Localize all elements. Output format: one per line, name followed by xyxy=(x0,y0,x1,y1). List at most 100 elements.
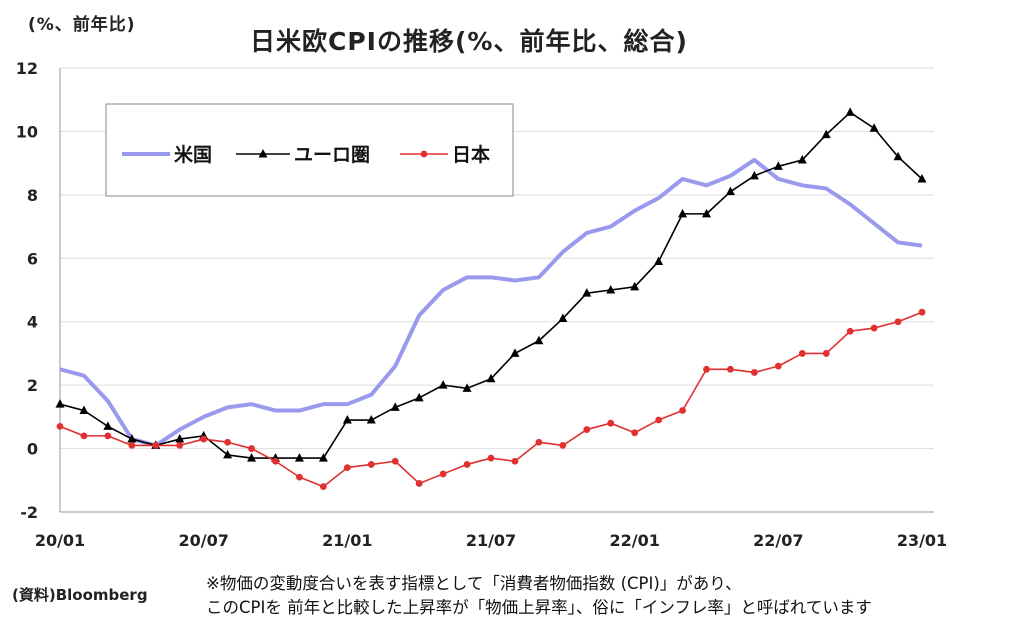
data-point xyxy=(893,151,903,161)
data-point xyxy=(679,407,686,414)
y-tick-label: 0 xyxy=(27,440,38,459)
y-tick-label: 4 xyxy=(27,313,38,332)
legend-box xyxy=(105,103,514,197)
data-point xyxy=(559,442,567,449)
data-point xyxy=(511,457,519,465)
data-point xyxy=(462,383,472,392)
data-point xyxy=(822,350,830,357)
data-point xyxy=(607,419,615,427)
data-point xyxy=(176,442,184,449)
y-tick-label: 12 xyxy=(16,59,38,78)
x-tick-label: 20/01 xyxy=(35,531,85,550)
data-point xyxy=(200,435,208,443)
legend-label: 日本 xyxy=(452,143,490,166)
data-point xyxy=(247,453,257,462)
data-point xyxy=(583,426,591,433)
data-point xyxy=(80,432,88,440)
y-tick-label: 2 xyxy=(27,376,38,395)
data-point xyxy=(558,313,568,323)
data-point xyxy=(773,161,783,170)
data-point xyxy=(798,350,806,357)
y-tick-label: 10 xyxy=(16,122,38,141)
footnote-line-2: このCPIを 前年と比較した上昇率が「物価上昇率」、俗に「インフレ率」と呼ばれて… xyxy=(206,598,872,617)
data-point xyxy=(487,454,495,462)
data-point xyxy=(727,365,734,373)
data-point xyxy=(103,421,113,430)
data-point xyxy=(104,432,112,440)
data-point xyxy=(918,308,926,316)
data-point xyxy=(534,335,544,345)
data-point xyxy=(725,186,735,196)
data-point xyxy=(630,281,640,291)
data-point xyxy=(414,392,424,402)
legend-marker xyxy=(420,150,428,158)
series-line xyxy=(59,157,923,448)
data-point xyxy=(224,438,232,446)
data-point xyxy=(438,380,448,389)
data-point xyxy=(655,416,663,424)
legend-label: 米国 xyxy=(174,143,212,166)
data-point xyxy=(535,438,543,446)
data-point xyxy=(79,405,89,415)
data-point xyxy=(272,457,279,465)
footnote-line-1: ※物価の変動度合いを表す指標として「消費者物価指数 (CPI)」があり、 xyxy=(206,574,742,593)
source-label: (資料)Bloomberg xyxy=(12,586,148,604)
data-point xyxy=(223,449,233,459)
legend-label: ユーロ圏 xyxy=(294,144,370,166)
data-point xyxy=(845,107,855,116)
data-point xyxy=(248,445,255,452)
data-point xyxy=(703,365,710,373)
data-point xyxy=(870,324,878,332)
data-point xyxy=(582,288,592,297)
data-point xyxy=(152,442,160,449)
x-tick-label: 20/07 xyxy=(178,531,228,550)
series-lines xyxy=(55,107,927,491)
data-point xyxy=(869,123,879,132)
data-point xyxy=(294,453,304,462)
unit-label: (%、前年比) xyxy=(28,15,136,35)
chart-title: 日米欧CPIの推移(%、前年比、総合) xyxy=(250,27,688,56)
data-point xyxy=(749,170,759,180)
data-point xyxy=(391,457,399,465)
y-tick-label: -2 xyxy=(20,503,38,522)
data-point xyxy=(342,415,352,424)
data-point xyxy=(55,399,65,408)
data-point xyxy=(415,480,423,487)
data-point xyxy=(175,434,185,443)
data-point xyxy=(654,256,664,265)
data-point xyxy=(366,415,376,424)
data-point xyxy=(319,483,327,491)
data-point xyxy=(367,461,375,468)
data-point xyxy=(631,429,639,437)
x-tick-label: 23/01 xyxy=(897,531,947,550)
x-tick-label: 21/01 xyxy=(322,531,372,550)
axes: -2 0 2 4 6 8 10 12 20/01 20/07 21/01 21/07 22/01 22/0… xyxy=(16,59,947,550)
data-point xyxy=(127,434,137,443)
x-tick-label: 21/07 xyxy=(466,531,516,550)
data-point xyxy=(702,208,711,218)
legend: 米国 ユーロ圏 日本 xyxy=(105,103,514,197)
y-tick-label: 6 xyxy=(27,249,38,268)
data-point xyxy=(894,318,902,326)
data-point xyxy=(463,461,471,468)
data-point xyxy=(606,285,616,294)
data-point xyxy=(390,402,400,411)
x-tick-label: 22/01 xyxy=(609,531,659,550)
data-point xyxy=(750,369,758,376)
data-point xyxy=(439,470,447,478)
legend-marker xyxy=(258,149,268,158)
data-point xyxy=(56,422,64,430)
data-point xyxy=(486,373,496,383)
data-point xyxy=(510,348,520,357)
x-tick-label: 22/07 xyxy=(753,531,803,550)
data-point xyxy=(846,327,854,335)
y-tick-label: 8 xyxy=(27,186,38,205)
data-point xyxy=(296,473,303,481)
data-point xyxy=(318,453,328,462)
data-point xyxy=(128,442,136,449)
data-point xyxy=(797,154,807,164)
data-point xyxy=(774,362,782,370)
data-point xyxy=(821,129,831,139)
data-point xyxy=(343,464,351,471)
